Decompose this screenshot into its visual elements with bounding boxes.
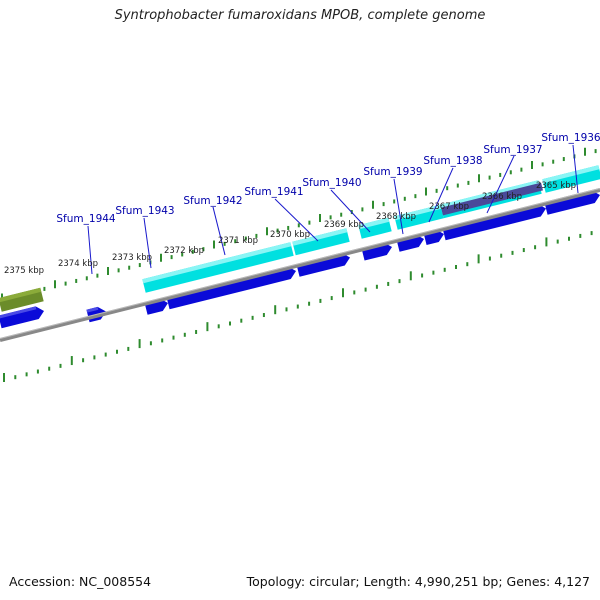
rna-feature <box>358 217 392 239</box>
gene-label: Sfum_1938 <box>423 155 482 167</box>
cds-feature-body <box>0 306 44 329</box>
cds-feature-body <box>296 252 350 277</box>
gene-callout-line <box>428 167 454 223</box>
kbp-label: 2373 kbp <box>112 253 152 263</box>
gene-callout-line <box>330 189 371 233</box>
kbp-label: 2372 kbp <box>164 246 204 256</box>
gene-callout-line <box>87 225 93 275</box>
gene-label: Sfum_1943 <box>115 205 174 217</box>
rna-feature-highlight <box>358 217 390 230</box>
rna-feature <box>394 204 444 230</box>
cds-feature-body <box>442 203 547 241</box>
repeat-feature <box>441 182 543 216</box>
other-feature <box>0 287 44 312</box>
kbp-label: 2370 kbp <box>270 230 310 240</box>
kbp-label: 2365 kbp <box>536 181 576 191</box>
gene-callout-line <box>486 155 515 214</box>
gene-label: Sfum_1939 <box>363 166 422 178</box>
rna-feature-highlight <box>394 204 442 221</box>
cds-feature-body <box>544 190 600 215</box>
gene-label: Sfum_1944 <box>56 213 116 225</box>
backbone-line <box>0 188 600 342</box>
inner-tick-track <box>3 231 593 382</box>
gene-label: Sfum_1941 <box>244 186 303 198</box>
gene-callout-line <box>572 144 579 194</box>
rna-feature <box>542 165 600 193</box>
accession-text: Accession: NC_008554 <box>9 574 152 589</box>
rna-feature-highlight <box>292 228 348 246</box>
kbp-label: 2371 kbp <box>218 236 258 246</box>
rna-feature <box>292 228 350 256</box>
gene-callout-line <box>393 178 404 235</box>
rna-feature <box>142 242 294 293</box>
cds-feature-highlight <box>86 306 99 313</box>
rna-feature-highlight <box>142 242 292 284</box>
rna-feature-highlight <box>542 165 600 184</box>
kbp-labels: 2375 kbp 2374 kbp 2373 kbp 2372 kbp 2371 kbp… <box>4 181 576 276</box>
gene-callout-line <box>212 206 226 256</box>
map-title: Syntrophobacter fumaroxidans MPOB, compl… <box>114 8 486 23</box>
gene-label: Sfum_1942 <box>183 195 242 207</box>
kbp-label: 2367 kbp <box>429 202 469 212</box>
gene-callouts: Sfum_1944Sfum_1943Sfum_1942Sfum_1941Sfum… <box>56 132 600 275</box>
gene-callout-line <box>274 198 319 242</box>
gene-label: Sfum_1936 <box>541 132 600 144</box>
kbp-label: 2366 kbp <box>482 192 522 202</box>
repeat-feature-body <box>441 182 543 216</box>
kbp-label: 2375 kbp <box>4 266 44 276</box>
kbp-label: 2369 kbp <box>324 220 364 230</box>
kbp-label: 2374 kbp <box>58 259 98 269</box>
cds-feature-highlight <box>0 306 37 319</box>
kbp-label: 2368 kbp <box>376 212 416 222</box>
gene-label: Sfum_1940 <box>302 177 361 189</box>
gene-callout-line <box>143 217 152 269</box>
gene-label: Sfum_1937 <box>483 144 542 156</box>
other-feature-highlight <box>0 287 42 303</box>
cds-feature <box>0 306 44 329</box>
genome-summary-text: Topology: circular; Length: 4,990,251 bp… <box>246 574 590 589</box>
backbone-highlight <box>0 188 600 339</box>
cds-feature-body <box>166 266 297 310</box>
backbone <box>0 188 600 342</box>
